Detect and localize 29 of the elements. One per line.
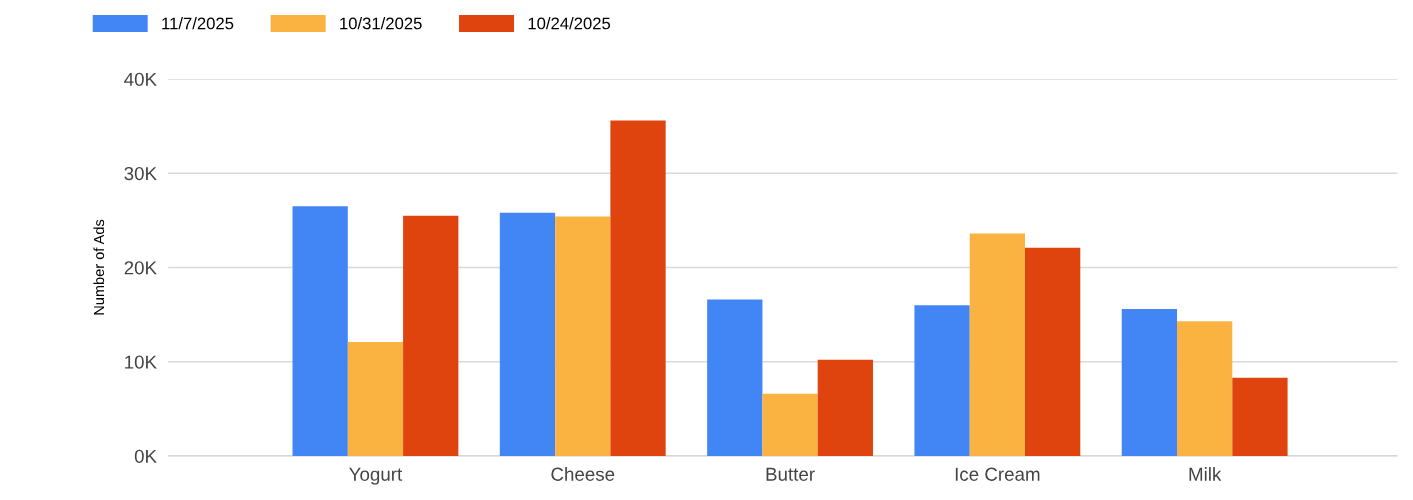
bar bbox=[762, 393, 818, 456]
x-tick-label: Butter bbox=[766, 467, 815, 481]
x-tick-label: Cheese bbox=[551, 467, 615, 481]
y-tick-label: 10K bbox=[125, 355, 157, 369]
bar bbox=[610, 120, 666, 456]
bar bbox=[1121, 308, 1178, 456]
legend-label: 10/24/2025 bbox=[528, 17, 611, 30]
bar bbox=[555, 216, 611, 456]
bar bbox=[914, 305, 970, 456]
bar bbox=[1025, 247, 1081, 456]
bar bbox=[817, 359, 873, 456]
bar bbox=[347, 341, 404, 456]
bar bbox=[707, 299, 763, 456]
x-tick-label: Yogurt bbox=[349, 467, 403, 485]
bar bbox=[292, 206, 348, 456]
bar bbox=[969, 233, 1025, 456]
y-tick-label: 30K bbox=[124, 166, 157, 181]
y-tick-label: 20K bbox=[124, 261, 157, 275]
bar bbox=[1177, 321, 1233, 456]
bar bbox=[499, 212, 556, 456]
bar bbox=[1232, 377, 1288, 456]
bar bbox=[403, 215, 459, 456]
y-axis-title: Number of Ads bbox=[93, 219, 105, 315]
legend-label: 10/31/2025 bbox=[340, 17, 422, 30]
x-tick-label: Milk bbox=[1189, 467, 1222, 481]
legend-label: 11/7/2025 bbox=[162, 17, 234, 30]
y-tick-label: 0K bbox=[134, 449, 157, 463]
x-tick-label: Ice Cream bbox=[955, 467, 1040, 481]
y-tick-label: 40K bbox=[124, 72, 157, 86]
